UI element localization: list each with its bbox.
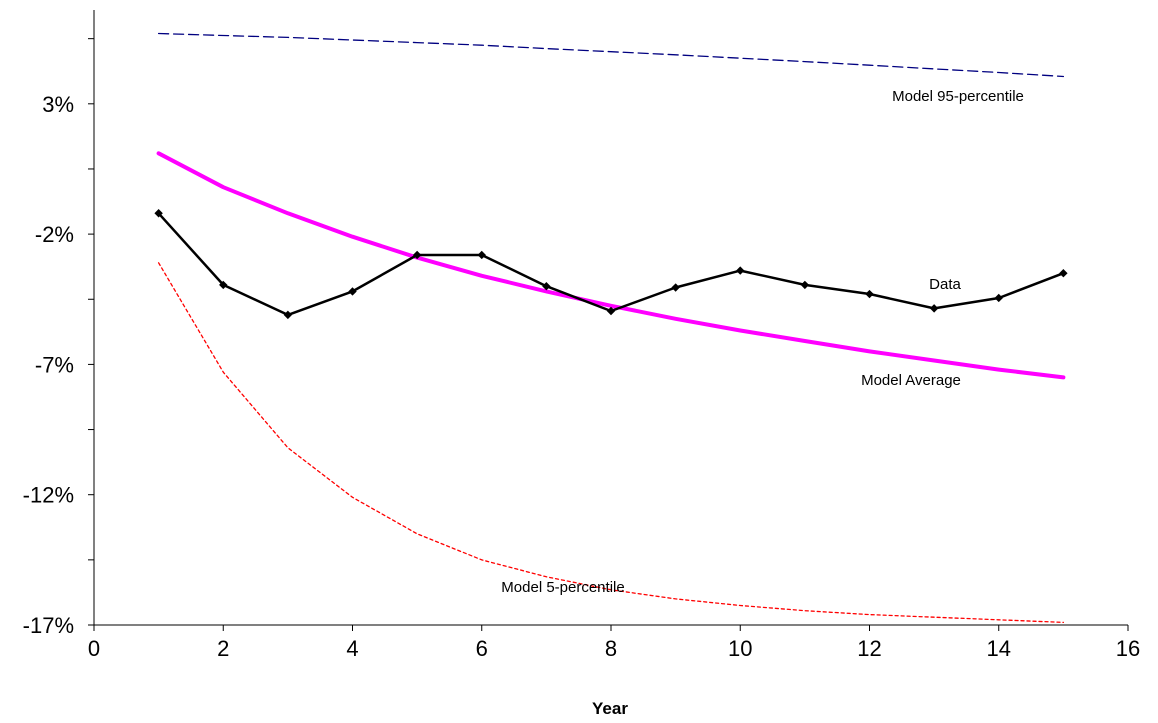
x-axis-title: Year bbox=[592, 699, 628, 718]
data-point-marker bbox=[542, 282, 551, 291]
x-tick-label: 6 bbox=[476, 636, 488, 661]
x-tick-label: 14 bbox=[987, 636, 1011, 661]
data-point-marker bbox=[736, 266, 745, 275]
y-tick-label: -7% bbox=[35, 352, 74, 377]
axes bbox=[88, 10, 1129, 631]
x-tick-label: 8 bbox=[605, 636, 617, 661]
x-tick-label: 16 bbox=[1116, 636, 1140, 661]
y-tick-label: -2% bbox=[35, 222, 74, 247]
data-point-marker bbox=[865, 289, 874, 299]
series-label: Model 5-percentile bbox=[501, 579, 624, 596]
series-line-model-average bbox=[156, 151, 1066, 380]
series-line-model-5-percentile bbox=[157, 262, 1065, 624]
data-point-marker bbox=[477, 250, 486, 260]
data-point-marker bbox=[348, 287, 357, 296]
x-tick-label: 4 bbox=[346, 636, 358, 661]
series-label: Model 95-percentile bbox=[892, 88, 1024, 105]
data-point-marker bbox=[994, 293, 1003, 303]
x-tick-label: 0 bbox=[88, 636, 100, 661]
data-point-marker bbox=[154, 209, 163, 218]
data-point-marker bbox=[283, 310, 293, 320]
series-lines bbox=[154, 32, 1068, 624]
data-point-marker bbox=[671, 283, 680, 292]
y-tick-label: 3% bbox=[42, 92, 74, 117]
data-point-marker bbox=[1059, 268, 1068, 278]
series-labels: Model 95-percentile Model Average Data Mode… bbox=[501, 88, 1024, 596]
series-label: Model Average bbox=[861, 372, 961, 389]
x-tick-label: 2 bbox=[217, 636, 229, 661]
data-point-marker bbox=[606, 306, 616, 316]
tick-labels: 3% -2% -7% -12% -17% 0 2 4 6 8 10 12 14 16 bbox=[23, 92, 1141, 661]
data-point-marker bbox=[800, 280, 810, 290]
x-tick-label: 10 bbox=[728, 636, 752, 661]
series-line-data bbox=[157, 212, 1065, 317]
series-label: Data bbox=[929, 276, 961, 293]
y-tick-label: -12% bbox=[23, 483, 74, 508]
y-tick-label: -17% bbox=[23, 613, 74, 638]
data-point-marker bbox=[412, 250, 422, 260]
data-point-marker bbox=[219, 280, 228, 290]
data-point-marker bbox=[929, 304, 939, 313]
x-tick-label: 12 bbox=[857, 636, 881, 661]
series-line-model-95-percentile bbox=[157, 32, 1065, 78]
